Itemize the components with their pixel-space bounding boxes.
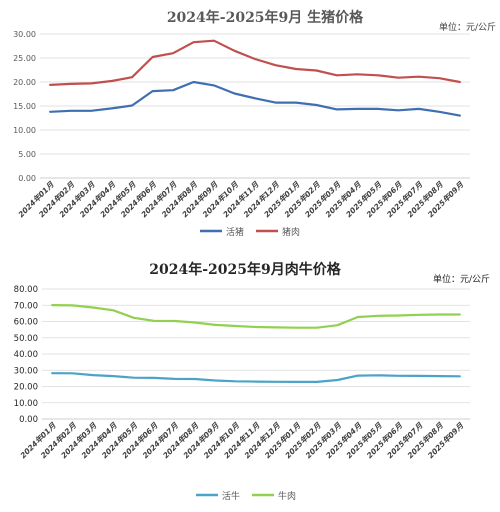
y-tick-label: 10.00 — [13, 126, 36, 135]
pig-price-chart: 2024年-2025年9月 生猪价格 单位：元/公斤 0.00 5.00 10.00… — [13, 9, 496, 238]
chart2-legend: 活牛 牛肉 — [196, 490, 296, 502]
chart2-series — [51, 304, 461, 383]
y-tick-label: 30.00 — [14, 366, 38, 376]
chart1-legend: 活猪 猪肉 — [200, 226, 300, 238]
chart1-title: 2024年-2025年9月 生猪价格 — [167, 9, 364, 26]
legend-label-beef: 牛肉 — [278, 490, 296, 502]
y-tick-label: 60.00 — [14, 318, 38, 328]
y-tick-label: 70.00 — [14, 301, 38, 311]
y-tick-label: 5.00 — [18, 150, 36, 159]
chart2-y-tick-labels: 0.00 10.00 20.00 30.00 40.00 50.00 60.00 70.00 8… — [14, 285, 38, 425]
chart2-title: 2024年-2025年9月肉牛价格 — [149, 261, 341, 278]
legend-label-live-pig: 活猪 — [226, 226, 244, 238]
y-tick-label: 20.00 — [14, 383, 38, 393]
y-tick-label: 40.00 — [14, 350, 38, 360]
chart2-unit-label: 单位：元/公斤 — [433, 273, 490, 285]
legend-label-live-cattle: 活牛 — [222, 490, 240, 502]
chart1-gridlines — [40, 33, 470, 179]
y-tick-label: 15.00 — [13, 102, 36, 111]
series-line-2-2 — [51, 304, 461, 329]
chart1-y-tick-labels: 0.00 5.00 10.00 15.00 20.00 25.00 30.00 — [13, 30, 36, 183]
beef-price-chart: 2024年-2025年9月肉牛价格 单位：元/公斤 0.00 10.00 20.00… — [14, 261, 490, 502]
chart2-x-tick-labels: 2024年01月2024年02月2024年03月2024年04月2024年05月… — [18, 421, 465, 460]
y-tick-label: 0.00 — [19, 415, 38, 425]
chart2-gridlines — [42, 288, 470, 420]
series-line-1-2 — [49, 39, 461, 87]
series-line-2-1 — [51, 372, 461, 383]
y-tick-label: 10.00 — [14, 399, 38, 409]
y-tick-label: 80.00 — [14, 285, 38, 295]
chart1-unit-label: 单位：元/公斤 — [439, 21, 496, 33]
y-tick-label: 30.00 — [13, 30, 36, 39]
chart1-series — [49, 39, 461, 117]
y-tick-label: 0.00 — [18, 174, 36, 183]
chart1-x-tick-labels: 2024年01月2024年02月2024年03月2024年04月2024年05月… — [17, 180, 466, 219]
y-tick-label: 25.00 — [13, 54, 36, 63]
series-line-1-1 — [49, 80, 461, 117]
y-tick-label: 20.00 — [13, 78, 36, 87]
y-tick-label: 50.00 — [14, 334, 38, 344]
legend-label-pork: 猪肉 — [282, 226, 300, 238]
